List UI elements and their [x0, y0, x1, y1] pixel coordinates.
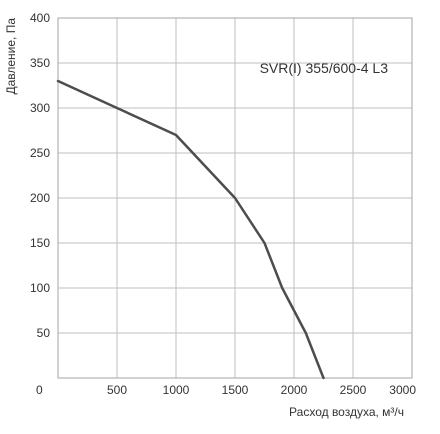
tick-labels: 0 500 1000 1500 2000 2500 3000 50 100 150 200 250 30…: [30, 11, 416, 397]
chart-annotation: SVR(I) 355/600-4 L3: [260, 60, 389, 76]
x-tick-label: 2000: [281, 383, 308, 397]
x-tick-label: 0: [36, 383, 43, 397]
series-line-0: [56, 79, 325, 380]
y-tick-label: 350: [30, 56, 50, 70]
series-layer: [56, 79, 325, 380]
x-tick-label: 3000: [389, 383, 416, 397]
y-tick-label: 300: [30, 101, 50, 115]
y-tick-label: 400: [30, 11, 50, 25]
y-tick-label: 100: [30, 281, 50, 295]
y-axis-title: Давление, Па: [4, 18, 18, 95]
y-tick-label: 150: [30, 236, 50, 250]
y-tick-label: 250: [30, 146, 50, 160]
x-tick-label: 500: [107, 383, 127, 397]
x-tick-label: 1500: [222, 383, 249, 397]
x-tick-label: 2500: [340, 383, 367, 397]
x-tick-label: 1000: [163, 383, 190, 397]
plot-frame: [57, 17, 413, 379]
y-tick-label: 200: [30, 191, 50, 205]
y-tick-label: 50: [37, 326, 51, 340]
x-axis-title: Расход воздуха, м³/ч: [289, 405, 404, 419]
